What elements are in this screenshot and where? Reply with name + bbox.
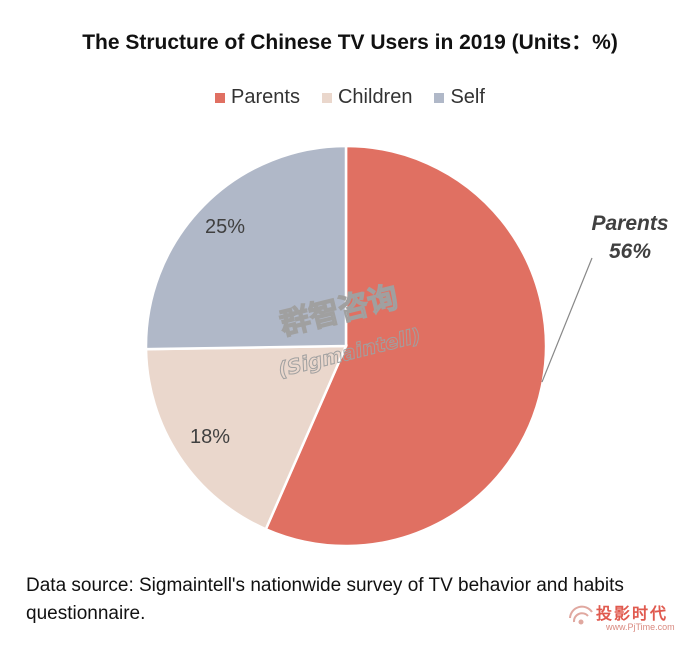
chart-title: The Structure of Chinese TV Users in 201… [82,31,618,54]
parents-name-label: Parents [591,212,668,235]
self-value-label: 25% [205,216,245,238]
legend-item-children: Children [321,86,413,109]
legend-label-self: Self [450,86,485,108]
legend-swatch-self [434,92,445,103]
children-value-label: 18% [190,426,230,448]
pjtime-logo-cn: 投影时代 [596,606,669,623]
legend-swatch-children [321,92,332,103]
parents-value-label: 56% [609,240,651,263]
legend-item-parents: Parents [215,86,300,109]
parents-leader-line [541,257,593,383]
data-source-note: Data source: Sigmaintell's nationwide su… [26,575,624,624]
legend: Parents Children Self [0,86,700,109]
legend-label-children: Children [337,86,413,108]
legend-item-self: Self [434,86,485,109]
pie-slices [144,144,548,548]
legend-swatch-parents [215,92,226,103]
legend-label-parents: Parents [231,86,300,108]
pie-slice-self [144,144,348,351]
pjtime-logo-url: www.PjTime.com [606,622,675,632]
pie-slice-parents [264,144,548,548]
pjtime-logo-icon [569,605,593,625]
pie-slice-children [144,344,348,531]
